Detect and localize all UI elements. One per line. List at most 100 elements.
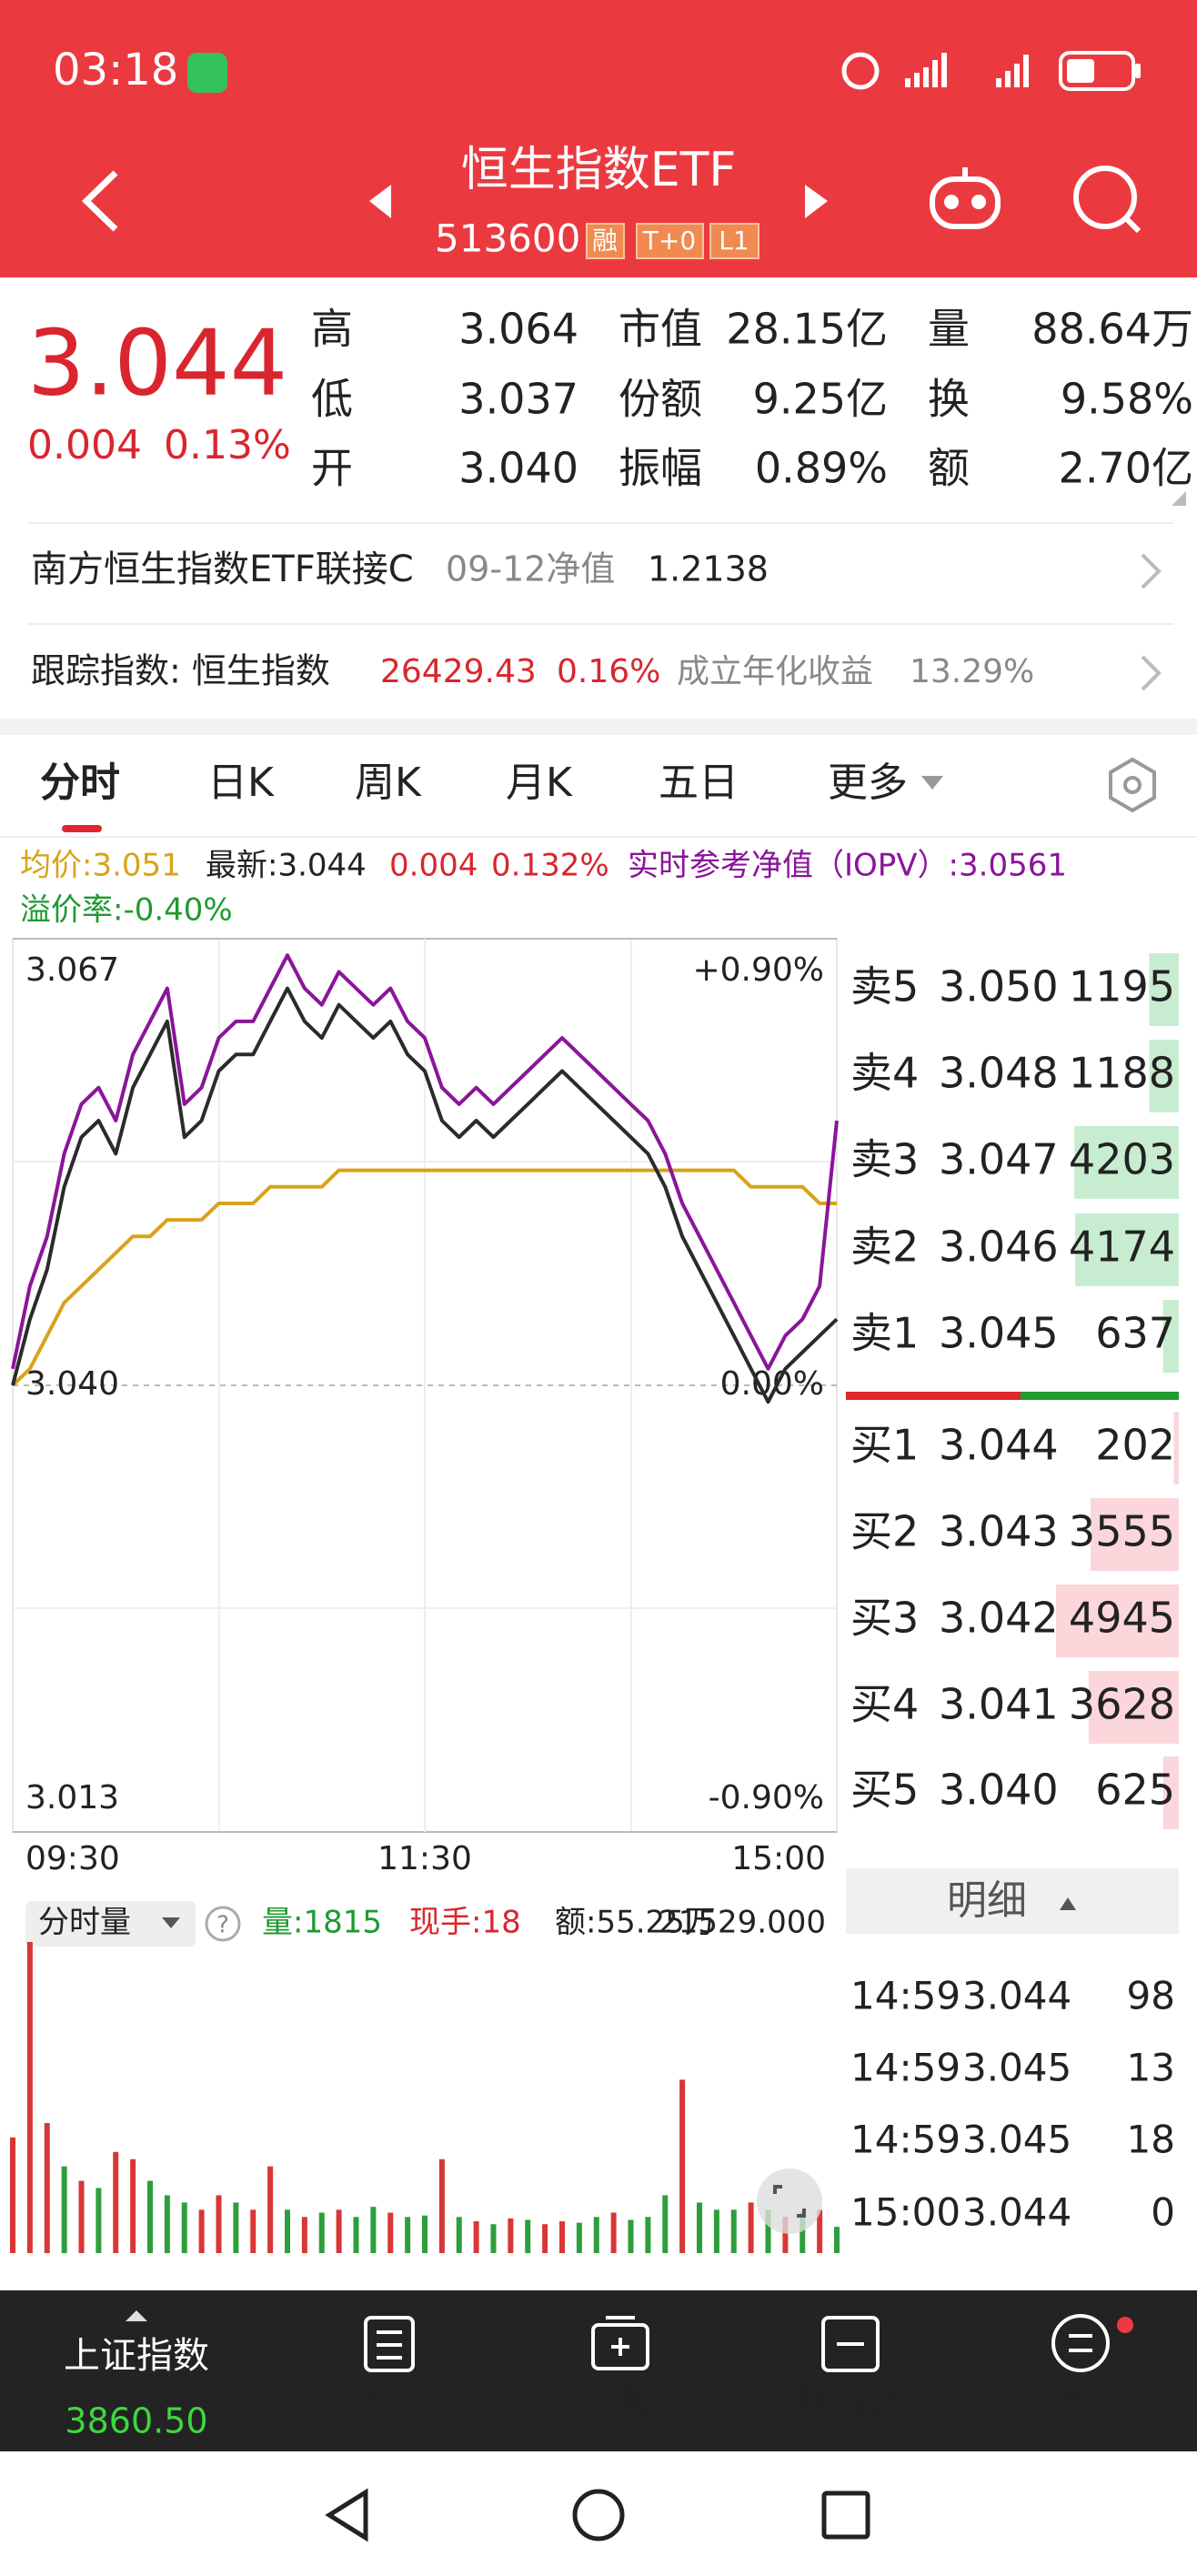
depth-bar	[1162, 1300, 1179, 1373]
tracking-label[interactable]: 跟踪指数: 恒生指数	[31, 651, 330, 691]
depth-bar	[1074, 1126, 1179, 1199]
quote-value: 0.89%	[755, 444, 888, 493]
level-price: 3.043	[939, 1507, 1059, 1556]
back-button[interactable]	[81, 170, 118, 232]
notification-dot	[1117, 2317, 1133, 2333]
quote-value: 9.25亿	[753, 375, 888, 424]
section-gap	[0, 719, 1197, 735]
y-tick-label: 3.067	[25, 951, 119, 989]
x-tick-label: 09:30	[25, 1840, 120, 1877]
quote-value: 3.040	[458, 444, 578, 493]
level-price: 3.042	[939, 1594, 1059, 1643]
volume-value: 量:1815	[262, 1905, 382, 1941]
level-volume: 3628	[1069, 1680, 1175, 1729]
tab[interactable]: 五日	[659, 760, 739, 806]
volume-bar	[181, 2202, 187, 2253]
volume-bar	[628, 2219, 634, 2253]
level-label: 卖5	[850, 962, 919, 1011]
quote-value: 88.64万	[1031, 305, 1193, 354]
tab[interactable]: 分时	[40, 760, 120, 806]
nav-value: 1.2138	[648, 549, 769, 589]
tag: L1	[719, 226, 749, 256]
level-label: 买4	[850, 1680, 919, 1729]
volume-bar	[525, 2219, 531, 2253]
tab[interactable]: 月K	[506, 760, 573, 806]
volume-bar	[250, 2209, 256, 2253]
nav-item[interactable]: 删自选	[796, 2382, 905, 2424]
level-volume: 4174	[1069, 1223, 1175, 1272]
nav-arrow	[126, 2310, 147, 2321]
volume-bar	[679, 2079, 686, 2253]
robot-button[interactable]	[930, 167, 1001, 229]
volume-bar	[473, 2221, 479, 2253]
fund-name[interactable]: 南方恒生指数ETF联接C	[31, 548, 414, 590]
tab-underline	[62, 825, 102, 832]
tab[interactable]: 更多	[828, 760, 908, 806]
trade-time: 14:59	[850, 1974, 961, 2018]
search-button[interactable]	[1073, 166, 1142, 234]
trade-volume: 98	[1127, 1974, 1175, 2018]
volume-bar	[713, 2209, 719, 2253]
level-volume: 4945	[1069, 1594, 1175, 1643]
selector-bg[interactable]	[25, 1901, 196, 1947]
volume-selector[interactable]: 分时量	[38, 1905, 131, 1941]
latest-indicator: 最新:3.044	[206, 848, 367, 884]
settings-button[interactable]	[1109, 757, 1156, 813]
help-icon[interactable]	[205, 1906, 241, 1942]
series-line	[11, 1168, 837, 1387]
nav-items: 下单 诊股 删自选 功能	[353, 2382, 1117, 2424]
trade-price: 3.045	[962, 2118, 1071, 2162]
volume-bar	[267, 2166, 274, 2253]
quote-label: 份额	[619, 375, 702, 424]
change: 0.004	[27, 422, 142, 468]
status-icons	[841, 51, 1141, 91]
nav-item[interactable]: 下单	[353, 2382, 426, 2424]
y-tick-label: 3.040	[25, 1365, 119, 1403]
depth-bar	[1088, 1671, 1179, 1744]
sys-home[interactable]	[572, 2489, 625, 2541]
level-volume: 625	[1095, 1766, 1175, 1815]
sys-back[interactable]	[325, 2488, 368, 2542]
level-price: 3.041	[939, 1680, 1059, 1729]
series-line	[11, 986, 839, 1404]
depth-bar	[1149, 1040, 1179, 1112]
volume-bar	[233, 2202, 239, 2253]
more-arrow	[921, 776, 943, 790]
volume-bar	[370, 2207, 377, 2253]
volume-bar	[508, 2218, 514, 2253]
nav-item[interactable]: 诊股	[584, 2382, 657, 2424]
trade-volume: 18	[1127, 2118, 1175, 2162]
settings-dot	[1123, 776, 1142, 794]
volume-bar	[26, 1942, 33, 2253]
wechat-icon	[187, 53, 227, 93]
tab[interactable]: 周K	[355, 760, 422, 806]
level-price: 3.040	[939, 1766, 1059, 1815]
level-label: 买3	[850, 1594, 919, 1643]
depth-bar	[1149, 953, 1179, 1026]
nav-item[interactable]: 功能	[1044, 2382, 1117, 2424]
volume-bar	[405, 2217, 411, 2253]
level-label: 买1	[850, 1421, 919, 1470]
prev-stock[interactable]	[369, 185, 391, 218]
volume-bar	[164, 2195, 170, 2253]
trade-volume: 13	[1127, 2046, 1175, 2090]
trades-header[interactable]	[846, 1868, 1179, 1934]
tab[interactable]: 日K	[207, 760, 275, 806]
index-name[interactable]: 上证指数	[64, 2335, 209, 2377]
chevron	[1141, 553, 1162, 589]
order-book: 卖5 3.050 1195 卖4 3.048 1188 卖3 3.047 4203 卖2 3.046…	[850, 953, 1179, 1829]
volume-bar	[336, 2209, 342, 2253]
volume-bar	[662, 2195, 669, 2253]
sys-recent[interactable]	[821, 2490, 870, 2540]
volume-bar	[422, 2215, 428, 2253]
volume-bar	[576, 2222, 582, 2253]
volume-bar	[318, 2212, 325, 2253]
next-stock[interactable]	[805, 185, 828, 218]
quote-label: 市值	[619, 305, 702, 354]
depth-bar	[1173, 1412, 1179, 1484]
tabs: 分时 日K 周K 月K 五日 更多	[40, 760, 943, 806]
expand-button[interactable]	[757, 2168, 822, 2234]
volume-bar	[782, 2217, 789, 2253]
depth-bar	[1056, 1585, 1179, 1657]
return-label: 成立年化收益	[677, 653, 873, 690]
